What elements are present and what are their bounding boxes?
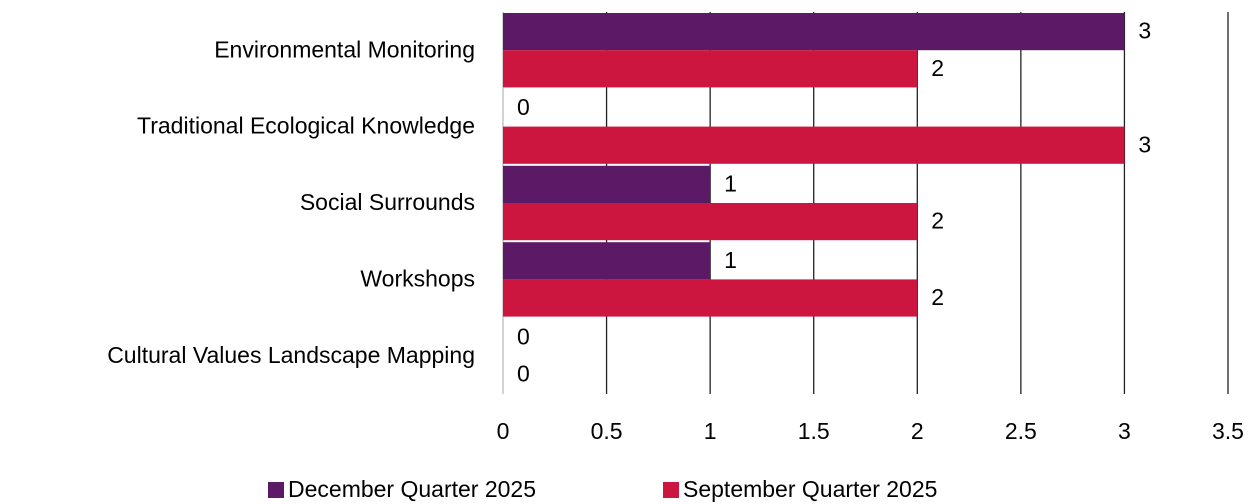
bar bbox=[503, 165, 711, 203]
x-tick-label: 2 bbox=[911, 418, 924, 444]
data-label: 1 bbox=[724, 247, 737, 273]
data-label: 3 bbox=[1138, 131, 1151, 157]
y-tick-label: Environmental Monitoring bbox=[214, 36, 475, 62]
bar bbox=[503, 13, 1125, 51]
bar bbox=[503, 203, 918, 241]
data-label: 1 bbox=[724, 170, 737, 196]
y-tick-label: Cultural Values Landscape Mapping bbox=[107, 342, 475, 368]
data-label: 2 bbox=[931, 208, 944, 234]
data-label: 2 bbox=[931, 55, 944, 81]
x-tick-label: 3 bbox=[1118, 418, 1131, 444]
data-label: 0 bbox=[517, 94, 530, 120]
data-label: 3 bbox=[1138, 18, 1151, 44]
bar bbox=[503, 279, 918, 317]
bar bbox=[503, 50, 918, 88]
legend-label: December Quarter 2025 bbox=[288, 476, 536, 502]
data-label: 0 bbox=[517, 323, 530, 349]
legend-label: September Quarter 2025 bbox=[683, 476, 937, 502]
x-tick-label: 2.5 bbox=[1005, 418, 1037, 444]
y-tick-label: Traditional Ecological Knowledge bbox=[137, 113, 475, 139]
y-tick-label: Workshops bbox=[360, 265, 475, 291]
x-tick-label: 1 bbox=[704, 418, 717, 444]
x-tick-label: 0.5 bbox=[591, 418, 623, 444]
x-tick-label: 1.5 bbox=[798, 418, 830, 444]
y-tick-label: Social Surrounds bbox=[300, 189, 475, 215]
bar bbox=[503, 126, 1125, 164]
x-tick-label: 0 bbox=[497, 418, 510, 444]
x-tick-label: 3.5 bbox=[1212, 418, 1244, 444]
legend-swatch bbox=[663, 482, 679, 498]
bar bbox=[503, 242, 711, 280]
data-label: 2 bbox=[931, 284, 944, 310]
data-label: 0 bbox=[517, 360, 530, 386]
legend-swatch bbox=[268, 482, 284, 498]
